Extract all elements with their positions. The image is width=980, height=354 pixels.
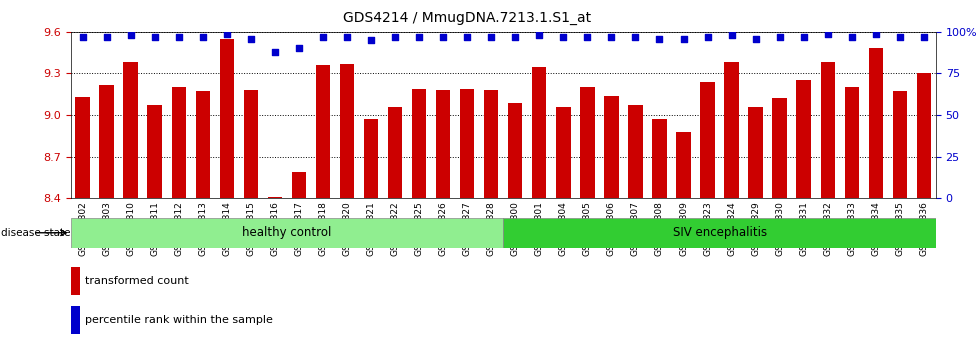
Bar <box>220 39 234 198</box>
Point <box>868 31 884 36</box>
Point <box>916 34 932 40</box>
Point <box>724 32 740 38</box>
Bar <box>123 62 138 198</box>
Bar <box>484 90 499 198</box>
Bar <box>436 90 451 198</box>
Bar <box>653 119 666 198</box>
Text: percentile rank within the sample: percentile rank within the sample <box>85 315 273 325</box>
Bar <box>916 74 931 198</box>
Point <box>796 34 811 40</box>
Bar <box>701 82 714 198</box>
Bar <box>364 119 378 198</box>
Point <box>460 34 475 40</box>
Point <box>772 34 788 40</box>
Point <box>387 34 403 40</box>
Point <box>364 37 379 43</box>
Bar <box>676 132 691 198</box>
Point <box>435 34 451 40</box>
Point <box>627 34 643 40</box>
Point <box>147 34 163 40</box>
Point <box>219 31 234 36</box>
Bar <box>580 87 595 198</box>
Point <box>483 34 499 40</box>
Bar <box>893 91 907 198</box>
FancyBboxPatch shape <box>71 218 504 248</box>
Bar <box>412 89 426 198</box>
Point <box>171 34 186 40</box>
Point <box>652 36 667 41</box>
Point <box>291 46 307 51</box>
Point <box>675 36 691 41</box>
Bar <box>71 306 80 333</box>
Bar <box>868 48 883 198</box>
Point <box>267 49 282 55</box>
Point <box>99 34 115 40</box>
Point <box>604 34 619 40</box>
Bar <box>71 267 80 295</box>
Bar <box>556 107 570 198</box>
Point <box>339 34 355 40</box>
Point <box>820 31 836 36</box>
Bar <box>388 107 402 198</box>
Point <box>700 34 715 40</box>
Bar <box>147 105 162 198</box>
Bar <box>75 97 90 198</box>
Point <box>556 34 571 40</box>
Text: GDS4214 / MmugDNA.7213.1.S1_at: GDS4214 / MmugDNA.7213.1.S1_at <box>343 11 591 25</box>
Bar <box>196 91 210 198</box>
Point <box>74 34 90 40</box>
Text: healthy control: healthy control <box>242 226 331 239</box>
Point <box>844 34 859 40</box>
Text: transformed count: transformed count <box>85 276 189 286</box>
Point <box>243 36 259 41</box>
Point <box>195 34 211 40</box>
Bar <box>340 64 354 198</box>
Bar <box>797 80 810 198</box>
Bar <box>749 107 762 198</box>
Bar <box>628 105 643 198</box>
Point <box>748 36 763 41</box>
Text: disease state: disease state <box>1 228 71 238</box>
Point <box>316 34 331 40</box>
Text: SIV encephalitis: SIV encephalitis <box>672 226 766 239</box>
Point <box>579 34 595 40</box>
Bar <box>268 197 282 198</box>
Bar <box>508 103 522 198</box>
Bar <box>605 96 618 198</box>
Bar <box>724 62 739 198</box>
FancyBboxPatch shape <box>504 218 936 248</box>
Bar <box>99 85 114 198</box>
Point <box>122 32 138 38</box>
Bar <box>316 65 330 198</box>
Point <box>531 32 547 38</box>
Bar <box>244 90 258 198</box>
Point <box>508 34 523 40</box>
Bar <box>172 87 186 198</box>
Point <box>892 34 907 40</box>
Bar <box>292 172 306 198</box>
Bar <box>772 98 787 198</box>
Bar <box>820 62 835 198</box>
Bar <box>532 67 547 198</box>
Bar <box>460 89 474 198</box>
Point <box>412 34 427 40</box>
Bar <box>845 87 859 198</box>
